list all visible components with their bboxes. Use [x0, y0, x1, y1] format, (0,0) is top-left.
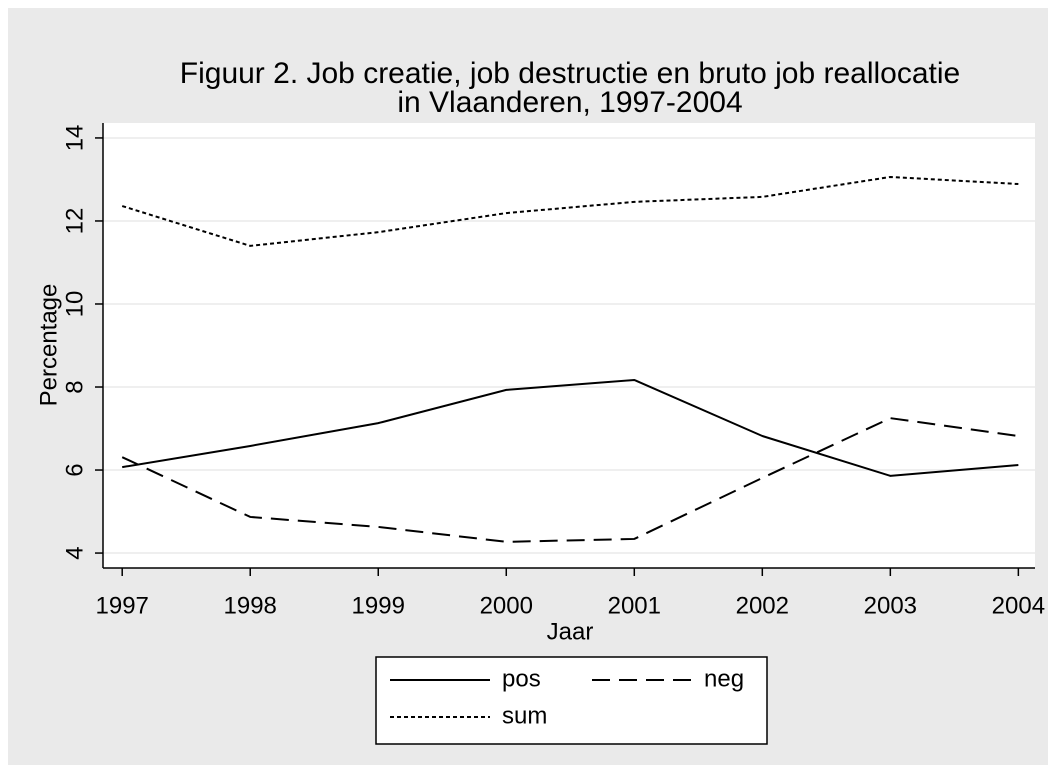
data-line: [122, 378, 1019, 477]
legend-box: [375, 656, 768, 745]
x-tick-label: 1998: [224, 592, 277, 619]
y-tick-label: 10: [61, 291, 88, 318]
x-axis-title: Jaar: [547, 618, 594, 645]
y-axis-title: Percentage: [35, 284, 62, 407]
chart-title: Figuur 2. Job creatie, job destructie en…: [180, 57, 960, 90]
y-tick-label: 4: [61, 546, 88, 559]
legend-label: sum: [502, 702, 547, 729]
x-tick-label: 2002: [736, 592, 789, 619]
data-line: [121, 175, 1019, 247]
x-tick-label: 2000: [480, 592, 533, 619]
x-tick-label: 2004: [992, 592, 1045, 619]
y-tick-label: 6: [61, 463, 88, 476]
legend-label: pos: [502, 665, 541, 692]
x-tick-label: 1997: [96, 592, 149, 619]
legend-label: neg: [704, 665, 744, 692]
y-tick-label: 8: [61, 380, 88, 393]
x-tick-label: 2001: [608, 592, 661, 619]
y-tick-label: 12: [61, 208, 88, 235]
data-line: [121, 417, 1019, 543]
x-tick-label: 2003: [864, 592, 917, 619]
plot-region: [103, 123, 1035, 568]
x-tick-label: 1999: [352, 592, 405, 619]
y-tick-label: 14: [61, 125, 88, 152]
chart-title: in Vlaanderen, 1997-2004: [397, 86, 742, 119]
